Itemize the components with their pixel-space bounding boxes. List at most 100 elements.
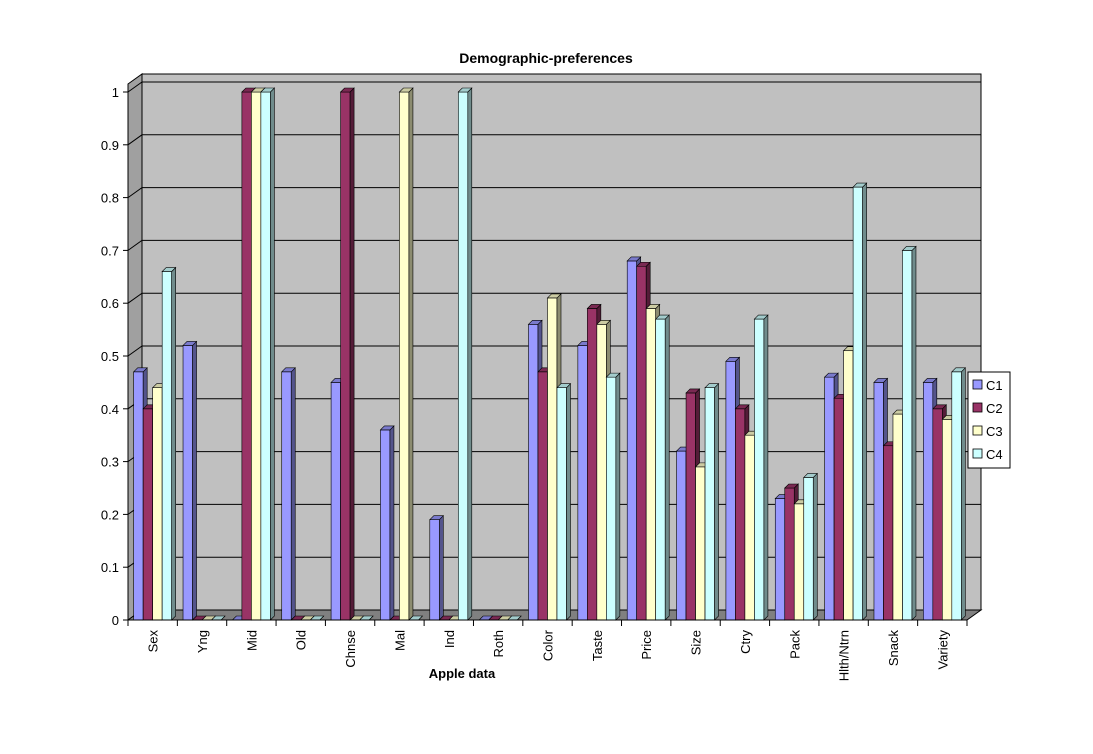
bars — [132, 87, 967, 621]
bar-top — [725, 356, 741, 362]
x-axis-title: Apple data — [429, 666, 496, 681]
bar-side — [615, 372, 621, 621]
bar-top — [784, 483, 799, 489]
bar-C2 — [932, 408, 943, 621]
bar-top — [546, 293, 562, 299]
x-tick-label: Sex — [146, 630, 161, 653]
bar-C2 — [735, 408, 746, 621]
bar-side — [438, 514, 444, 621]
legend-label-C1: C1 — [986, 378, 1003, 393]
gridline — [127, 187, 981, 199]
x-tick-label: Price — [639, 630, 654, 660]
legend-label-C4: C4 — [986, 447, 1003, 462]
bar-side — [812, 472, 818, 621]
x-tick-label: Ind — [442, 630, 457, 648]
bar-C3 — [399, 91, 410, 621]
bar-C3 — [645, 308, 657, 621]
bar-top — [596, 320, 612, 325]
gridline — [127, 292, 981, 304]
legend-swatch-C3 — [972, 425, 983, 436]
bar-C4 — [260, 91, 271, 621]
bar-C4 — [754, 318, 765, 621]
x-tick-label: Roth — [491, 630, 506, 657]
bar-C3 — [596, 324, 607, 621]
bar-C3 — [892, 413, 903, 621]
bar-top — [398, 87, 414, 93]
bar-C2 — [142, 408, 153, 621]
bar-C4 — [606, 376, 617, 621]
bar-side — [566, 382, 571, 621]
x-tick-label: Yng — [195, 630, 210, 653]
bar-top — [654, 314, 670, 320]
y-tick-label: 1 — [112, 85, 119, 100]
bar-C1 — [725, 360, 736, 621]
bar-C1 — [774, 498, 786, 621]
bar-side — [192, 340, 197, 621]
bar-top — [704, 383, 720, 388]
legend-swatch-C2 — [972, 402, 983, 413]
bar-C1 — [873, 382, 884, 621]
x-tick-label: Size — [689, 630, 704, 655]
bar-top — [556, 383, 572, 388]
bar-side — [270, 87, 275, 621]
bar-C1 — [626, 260, 638, 621]
legend: C1 C2 C3 C4 — [967, 371, 1011, 469]
x-tick-label: Chnse — [343, 630, 358, 668]
bar-C4 — [902, 250, 913, 621]
y-tick-label: 0.5 — [101, 349, 119, 364]
y-tick-label: 0.7 — [101, 243, 119, 258]
bar-side — [763, 314, 769, 621]
bar-C2 — [340, 91, 351, 621]
bar-C4 — [457, 91, 469, 621]
legend-swatch-C4 — [972, 448, 983, 459]
bar-C4 — [556, 387, 567, 621]
x-tick-label: Mal — [392, 630, 407, 651]
bar-top — [873, 378, 889, 383]
bar-top — [281, 367, 296, 373]
legend-swatch-C1 — [972, 379, 983, 390]
bar-side — [862, 182, 867, 621]
bar-top — [635, 261, 651, 267]
bar-C2 — [587, 308, 598, 621]
y-tick-label: 0.3 — [101, 455, 119, 470]
bar-top — [901, 246, 917, 251]
bar-top — [182, 341, 198, 346]
bar-top — [605, 372, 621, 378]
bar-C4 — [704, 387, 715, 621]
bar-C2 — [883, 445, 894, 621]
bar-C2 — [685, 392, 696, 621]
bar-side — [408, 87, 414, 621]
chart-title: Demographic-preferences — [459, 50, 633, 66]
gridline — [127, 81, 981, 93]
bar-C2 — [784, 487, 795, 621]
bar-C2 — [636, 265, 647, 621]
x-tick-label: Color — [541, 629, 556, 661]
bar-C1 — [824, 376, 835, 621]
bar-C3 — [843, 350, 854, 621]
bar-top — [586, 304, 602, 309]
bar-top — [339, 87, 355, 93]
legend-label-C3: C3 — [986, 424, 1003, 439]
bar-side — [389, 425, 395, 621]
x-tick-label: Pack — [787, 630, 802, 659]
bar-top — [685, 388, 701, 394]
bar-C1 — [133, 371, 144, 621]
y-tick-label: 0.9 — [101, 138, 119, 153]
bar-C3 — [942, 419, 953, 621]
bar-top — [379, 425, 395, 431]
bar-C1 — [528, 324, 539, 621]
bar-C3 — [251, 91, 262, 621]
bar-side — [714, 382, 719, 621]
x-tick-label: Ctry — [738, 630, 753, 654]
bar-top — [922, 378, 938, 383]
bar-top — [932, 404, 948, 410]
bar-side — [664, 314, 670, 621]
bar-C1 — [330, 382, 341, 621]
bar-top — [527, 320, 543, 325]
x-tick-label: Old — [294, 630, 309, 650]
bar-C1 — [182, 345, 193, 621]
bar-C1 — [676, 450, 687, 621]
bar-top — [645, 304, 661, 309]
gridline — [127, 239, 981, 251]
